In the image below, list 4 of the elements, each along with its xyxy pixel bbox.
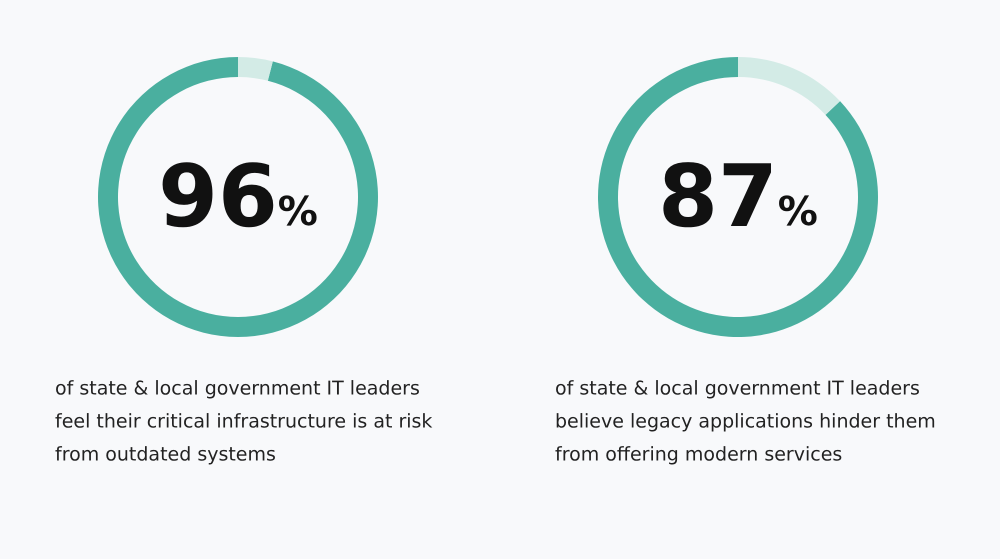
data-label: 96% bbox=[158, 147, 318, 247]
data-label: 87% bbox=[658, 147, 818, 247]
text: of state & local government IT leaders believe legacy applications hinder them from offering modern services bbox=[555, 378, 942, 466]
text: of state & local government IT leaders feel their critical infrastructure is at risk from outdated systems bbox=[55, 378, 438, 466]
